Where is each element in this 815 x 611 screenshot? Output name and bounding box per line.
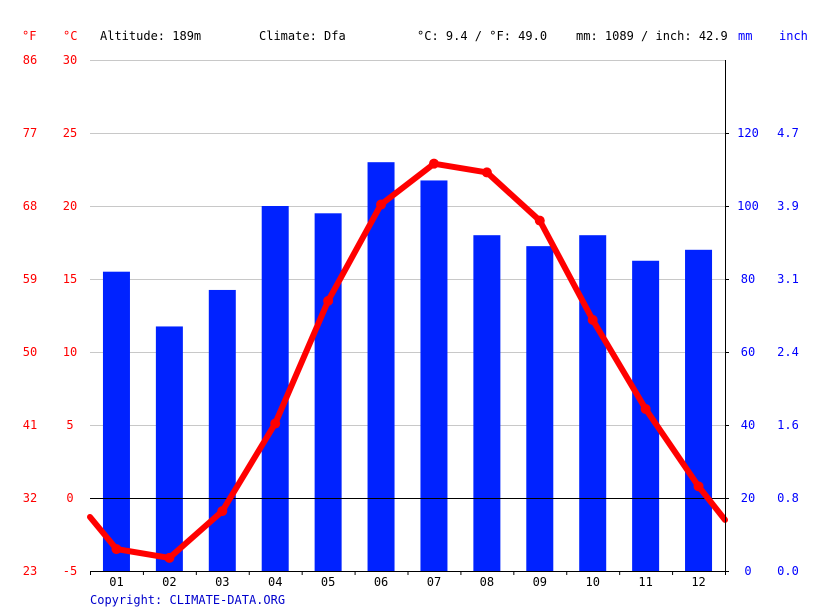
mm-tick-label: 120 xyxy=(737,126,759,140)
precipitation-bar xyxy=(420,180,448,571)
fahrenheit-tick-label: 68 xyxy=(23,199,37,213)
fahrenheit-tick-label: 77 xyxy=(23,126,37,140)
temperature-point xyxy=(534,215,545,226)
temperature-point xyxy=(376,199,387,210)
month-label: 08 xyxy=(480,575,494,589)
month-label: 07 xyxy=(427,575,441,589)
mm-tick-label: 20 xyxy=(741,491,755,505)
inch-tick-label: 1.6 xyxy=(777,418,799,432)
celsius-tick-label: 30 xyxy=(63,53,77,67)
annual-precipitation-label: mm: 1089 / inch: 42.9 xyxy=(576,29,728,43)
fahrenheit-unit-label: °F xyxy=(22,29,36,43)
temperature-point xyxy=(164,552,175,563)
temperature-point xyxy=(217,506,228,517)
temperature-point xyxy=(693,481,704,492)
precipitation-bar xyxy=(632,260,660,571)
inch-tick-label: 2.4 xyxy=(777,345,799,359)
fahrenheit-tick-label: 59 xyxy=(23,272,37,286)
fahrenheit-tick-label: 23 xyxy=(23,564,37,578)
mm-tick-label: 60 xyxy=(741,345,755,359)
month-label: 10 xyxy=(585,575,599,589)
mm-tick-label: 80 xyxy=(741,272,755,286)
celsius-tick-label: 0 xyxy=(66,491,73,505)
average-temperature-label: °C: 9.4 / °F: 49.0 xyxy=(417,29,547,43)
precipitation-bar xyxy=(526,246,554,571)
inch-tick-label: 3.9 xyxy=(777,199,799,213)
inch-tick-label: 3.1 xyxy=(777,272,799,286)
fahrenheit-tick-label: 86 xyxy=(23,53,37,67)
temperature-point xyxy=(323,295,334,306)
mm-unit-label: mm xyxy=(738,29,752,43)
fahrenheit-tick-label: 50 xyxy=(23,345,37,359)
month-label: 05 xyxy=(321,575,335,589)
precipitation-bars xyxy=(102,162,713,572)
temperature-line xyxy=(87,158,728,563)
precipitation-bar xyxy=(579,235,607,571)
inch-tick-label: 0.0 xyxy=(777,564,799,578)
axis-tick-labels: 23 -5 32 0 41 5 50 10 59 15 68 20 77 25 86 30 0 0.0 20 0.8 4… xyxy=(23,53,799,589)
copyright-text: Copyright: CLIMATE-DATA.ORG xyxy=(90,593,285,607)
month-label: 04 xyxy=(268,575,282,589)
precipitation-bar xyxy=(685,249,713,572)
temperature-point xyxy=(111,544,122,555)
temperature-point xyxy=(640,403,651,414)
celsius-tick-label: 20 xyxy=(63,199,77,213)
fahrenheit-tick-label: 32 xyxy=(23,491,37,505)
month-label: 03 xyxy=(215,575,229,589)
fahrenheit-tick-label: 41 xyxy=(23,418,37,432)
temperature-point xyxy=(587,314,598,325)
precipitation-bar xyxy=(102,271,130,571)
precipitation-bar xyxy=(473,235,501,571)
climate-label: Climate: Dfa xyxy=(259,29,346,43)
month-label: 11 xyxy=(638,575,652,589)
precipitation-bar xyxy=(314,213,342,572)
inch-unit-label: inch xyxy=(779,29,808,43)
temperature-point xyxy=(428,158,439,169)
temperature-point xyxy=(270,418,281,429)
altitude-label: Altitude: 189m xyxy=(100,29,201,43)
mm-tick-label: 40 xyxy=(741,418,755,432)
celsius-unit-label: °C xyxy=(63,29,77,43)
precipitation-bar xyxy=(367,162,395,571)
month-label: 02 xyxy=(162,575,176,589)
axis-frame xyxy=(90,60,729,575)
temperature-series-line xyxy=(87,160,728,561)
month-label: 06 xyxy=(374,575,388,589)
celsius-tick-label: -5 xyxy=(63,564,77,578)
inch-tick-label: 4.7 xyxy=(777,126,799,140)
celsius-tick-label: 10 xyxy=(63,345,77,359)
celsius-tick-label: 15 xyxy=(63,272,77,286)
month-label: 12 xyxy=(691,575,705,589)
month-label: 09 xyxy=(533,575,547,589)
temperature-point xyxy=(481,167,492,178)
mm-tick-label: 100 xyxy=(737,199,759,213)
precipitation-bar xyxy=(208,289,236,571)
grid-lines xyxy=(90,60,725,426)
month-label: 01 xyxy=(109,575,123,589)
precipitation-bar xyxy=(155,326,183,571)
precipitation-bar xyxy=(261,206,289,571)
celsius-tick-label: 25 xyxy=(63,126,77,140)
inch-tick-label: 0.8 xyxy=(777,491,799,505)
celsius-tick-label: 5 xyxy=(66,418,73,432)
mm-tick-label: 0 xyxy=(744,564,751,578)
